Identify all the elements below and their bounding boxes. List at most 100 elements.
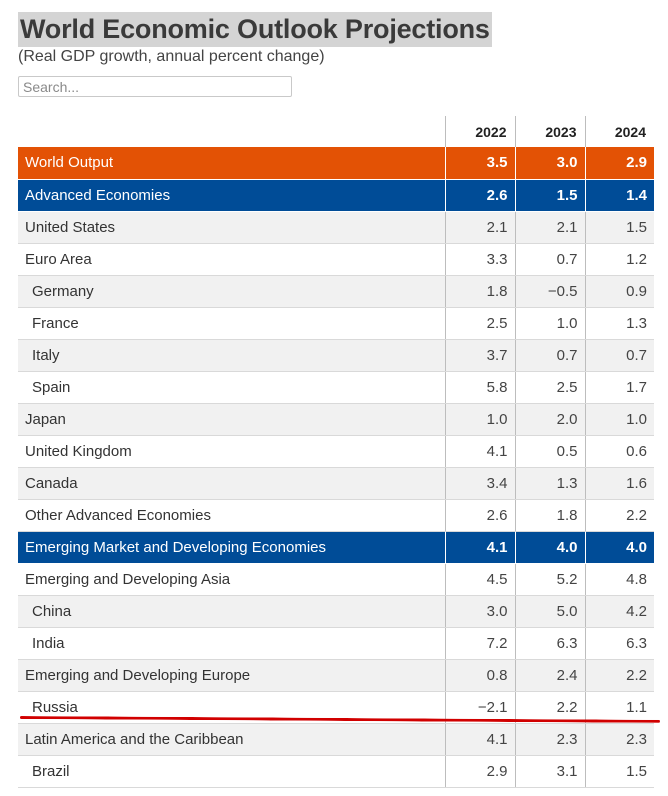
cell-2024: 6.3 [584,627,654,660]
row-label: Latin America and the Caribbean [18,723,445,756]
cell-2023: 5.0 [514,595,585,628]
table-row: Germany 1.8 −0.5 0.9 [18,275,654,308]
cell-2022: 5.8 [444,371,515,404]
cell-2024: 1.1 [584,691,654,724]
cell-2024: 2.2 [584,659,654,692]
data-table: 2022 2023 2024 World Output 3.5 3.0 2.9 Adva… [18,116,654,788]
row-label: Brazil [18,755,445,788]
data-table-container: 2022 2023 2024 World Output 3.5 3.0 2.9 Adva… [18,116,654,788]
cell-2024: 4.0 [584,531,654,564]
cell-2022: 3.0 [444,595,515,628]
column-header-2024[interactable]: 2024 [584,116,654,147]
table-row: Euro Area 3.3 0.7 1.2 [18,243,654,276]
cell-2024: 1.0 [584,403,654,436]
cell-2023: 3.0 [514,147,585,180]
table-row: Italy 3.7 0.7 0.7 [18,339,654,372]
cell-2023: 3.1 [514,755,585,788]
cell-2022: 2.6 [444,179,515,212]
cell-2023: 2.5 [514,371,585,404]
row-label: France [18,307,445,340]
cell-2023: 0.5 [514,435,585,468]
cell-2023: −0.5 [514,275,585,308]
table-body: World Output 3.5 3.0 2.9 Advanced Economies 2… [18,147,654,788]
header-blank [18,116,445,147]
cell-2024: 4.8 [584,563,654,596]
table-row: World Output 3.5 3.0 2.9 [18,147,654,180]
column-header-2023[interactable]: 2023 [514,116,585,147]
row-label: Euro Area [18,243,445,276]
cell-2022: 4.1 [444,531,515,564]
page-subtitle: (Real GDP growth, annual percent change) [18,48,325,65]
cell-2022: 3.4 [444,467,515,500]
row-label: World Output [18,147,445,180]
row-label: United Kingdom [18,435,445,468]
cell-2024: 1.5 [584,211,654,244]
column-header-2022[interactable]: 2022 [444,116,515,147]
cell-2022: 0.8 [444,659,515,692]
cell-2023: 1.5 [514,179,585,212]
search-input[interactable] [18,76,292,97]
cell-2023: 0.7 [514,243,585,276]
cell-2022: 4.1 [444,435,515,468]
cell-2024: 0.7 [584,339,654,372]
table-row: Advanced Economies 2.6 1.5 1.4 [18,179,654,212]
cell-2022: 2.9 [444,755,515,788]
table-row: United States 2.1 2.1 1.5 [18,211,654,244]
table-row: Russia −2.1 2.2 1.1 [18,691,654,724]
row-label: Other Advanced Economies [18,499,445,532]
cell-2022: 1.8 [444,275,515,308]
cell-2022: 2.5 [444,307,515,340]
row-label: Germany [18,275,445,308]
table-row: Brazil 2.9 3.1 1.5 [18,755,654,788]
row-label: Emerging and Developing Asia [18,563,445,596]
table-row: France 2.5 1.0 1.3 [18,307,654,340]
cell-2023: 2.3 [514,723,585,756]
cell-2024: 1.7 [584,371,654,404]
table-row: India 7.2 6.3 6.3 [18,627,654,660]
table-row: Spain 5.8 2.5 1.7 [18,371,654,404]
cell-2024: 2.2 [584,499,654,532]
cell-2023: 2.0 [514,403,585,436]
cell-2022: 3.3 [444,243,515,276]
row-label: Italy [18,339,445,372]
cell-2023: 1.0 [514,307,585,340]
page-title: World Economic Outlook Projections [18,12,492,47]
cell-2022: 4.5 [444,563,515,596]
row-label: Russia [18,691,445,724]
cell-2022: 7.2 [444,627,515,660]
row-label: Emerging Market and Developing Economies [18,531,445,564]
cell-2023: 2.2 [514,691,585,724]
table-row: Japan 1.0 2.0 1.0 [18,403,654,436]
row-label: Japan [18,403,445,436]
table-header-row: 2022 2023 2024 [18,116,654,147]
table-row: Emerging and Developing Asia 4.5 5.2 4.8 [18,563,654,596]
cell-2023: 6.3 [514,627,585,660]
table-row: Latin America and the Caribbean 4.1 2.3 2.3 [18,723,654,756]
cell-2023: 2.1 [514,211,585,244]
cell-2024: 1.3 [584,307,654,340]
cell-2022: 1.0 [444,403,515,436]
cell-2024: 4.2 [584,595,654,628]
cell-2024: 2.3 [584,723,654,756]
table-row: Emerging Market and Developing Economies… [18,531,654,564]
cell-2023: 1.3 [514,467,585,500]
cell-2023: 4.0 [514,531,585,564]
cell-2023: 1.8 [514,499,585,532]
row-label: United States [18,211,445,244]
cell-2023: 0.7 [514,339,585,372]
cell-2022: 3.5 [444,147,515,180]
cell-2024: 2.9 [584,147,654,180]
cell-2022: 4.1 [444,723,515,756]
row-label: Canada [18,467,445,500]
cell-2024: 0.9 [584,275,654,308]
table-row: Other Advanced Economies 2.6 1.8 2.2 [18,499,654,532]
cell-2024: 1.6 [584,467,654,500]
cell-2022: 2.1 [444,211,515,244]
row-label: Spain [18,371,445,404]
row-label: India [18,627,445,660]
row-label: China [18,595,445,628]
cell-2022: 3.7 [444,339,515,372]
table-row: United Kingdom 4.1 0.5 0.6 [18,435,654,468]
cell-2022: 2.6 [444,499,515,532]
row-label: Advanced Economies [18,179,445,212]
